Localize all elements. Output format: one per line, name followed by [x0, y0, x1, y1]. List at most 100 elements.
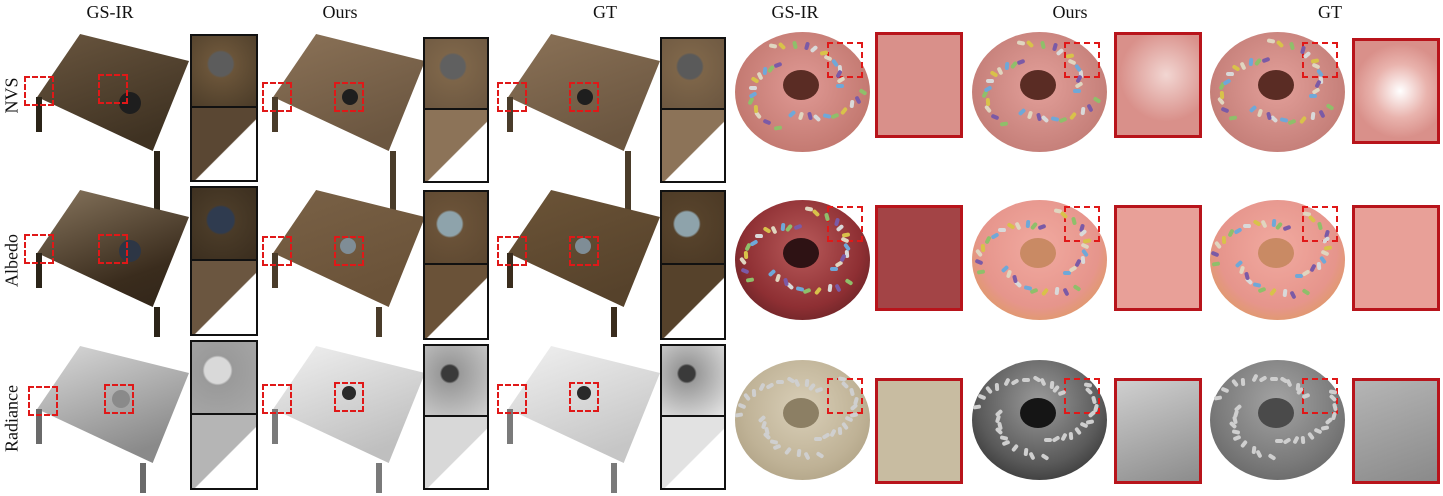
sprinkle	[807, 112, 813, 121]
sprinkle	[1275, 40, 1284, 48]
sprinkle	[1316, 262, 1321, 270]
sprinkle	[840, 106, 848, 115]
sprinkle	[1041, 288, 1049, 297]
sprinkle	[803, 452, 810, 461]
inset-ours-radiance	[423, 344, 489, 490]
sprinkle	[1093, 96, 1102, 104]
sprinkle	[1039, 378, 1046, 387]
sprinkle	[1261, 219, 1268, 228]
sprinkle	[1017, 40, 1026, 45]
sprinkle	[743, 392, 751, 401]
sprinkle	[1006, 270, 1012, 279]
table-render-ours-albedo	[260, 190, 425, 340]
sprinkle	[990, 113, 999, 120]
sprinkle	[1026, 40, 1035, 48]
sprinkle	[973, 404, 982, 409]
col-title-gt-table: GT	[565, 2, 645, 23]
sprinkle	[815, 452, 824, 460]
sprinkle	[1080, 106, 1085, 114]
sprinkle	[835, 283, 842, 292]
inset-gt-albedo	[660, 190, 726, 340]
inset-ours-donut-albedo	[1114, 205, 1202, 311]
sprinkle	[774, 125, 783, 130]
sprinkle	[844, 278, 853, 286]
inset-gsir-albedo	[190, 186, 258, 336]
inset-ours-nvs	[423, 37, 489, 183]
sprinkle	[1244, 271, 1250, 280]
sprinkle	[1051, 116, 1060, 122]
sprinkle	[1017, 59, 1026, 65]
sprinkle	[814, 286, 822, 295]
sprinkle	[771, 225, 778, 234]
col-title-gsir-donut: GS-IR	[745, 2, 845, 23]
donut-render-ours-radiance	[972, 360, 1107, 480]
sprinkle	[981, 244, 986, 252]
sprinkle	[1015, 222, 1022, 231]
sprinkle	[775, 274, 781, 283]
donut-render-gt-albedo	[1210, 200, 1345, 320]
sprinkle	[1267, 453, 1276, 461]
sprinkle	[1025, 220, 1030, 228]
sprinkle	[1030, 222, 1038, 231]
sprinkle	[1309, 94, 1317, 98]
sprinkle	[1286, 379, 1293, 388]
table-render-gsir-nvs	[24, 34, 189, 184]
sprinkle	[1000, 435, 1009, 441]
sprinkle	[1307, 432, 1315, 441]
sprinkle	[1000, 121, 1009, 126]
sprinkle	[849, 412, 858, 417]
sprinkle	[1326, 103, 1335, 111]
sprinkle	[1283, 225, 1292, 231]
table-render-gt-albedo	[495, 190, 660, 340]
table-render-ours-nvs	[260, 34, 425, 184]
inset-gt-nvs	[660, 37, 726, 183]
sprinkle	[1073, 89, 1081, 93]
sprinkle	[752, 389, 757, 397]
sprinkle	[1261, 57, 1270, 63]
table-render-gsir-radiance	[24, 346, 189, 496]
sprinkle	[1073, 284, 1082, 292]
sprinkle	[1324, 245, 1333, 250]
sprinkle	[1292, 435, 1299, 444]
sprinkle	[1052, 435, 1061, 443]
sprinkle	[785, 223, 793, 232]
sprinkle	[855, 96, 862, 105]
sprinkle	[1036, 112, 1042, 121]
sprinkle	[744, 251, 749, 259]
sprinkle	[1240, 61, 1247, 70]
sprinkle	[1038, 224, 1047, 230]
row-label-nvs: NVS	[2, 36, 23, 156]
sprinkle	[1222, 78, 1231, 85]
sprinkle	[990, 233, 999, 240]
sprinkle	[767, 65, 775, 74]
sprinkle	[759, 382, 766, 391]
inset-gsir-radiance	[190, 340, 258, 490]
row-label-albedo: Albedo	[2, 201, 23, 321]
sprinkle	[1211, 251, 1220, 258]
sprinkle	[985, 385, 993, 394]
sprinkle	[1275, 439, 1283, 443]
sprinkle	[754, 105, 759, 113]
sprinkle	[1044, 438, 1052, 442]
sprinkle	[1227, 228, 1234, 237]
sprinkle	[810, 45, 819, 53]
sprinkle	[1232, 435, 1241, 442]
sprinkle	[1240, 440, 1248, 449]
inset-ours-albedo	[423, 190, 489, 340]
col-title-ours-donut: Ours	[1020, 2, 1120, 23]
sprinkle	[1275, 222, 1283, 231]
table-render-gt-radiance	[495, 346, 660, 496]
sprinkle	[1267, 38, 1276, 43]
sprinkle	[1074, 259, 1081, 268]
inset-gt-donut-nvs	[1352, 38, 1440, 144]
inset-ours-donut-nvs	[1114, 32, 1202, 138]
donut-render-gsir-nvs	[735, 32, 870, 152]
sprinkle	[998, 228, 1006, 232]
sprinkle	[796, 286, 805, 292]
sprinkle	[841, 421, 849, 430]
sprinkle	[766, 382, 775, 389]
sprinkle	[1287, 119, 1296, 126]
sprinkle	[1069, 111, 1077, 120]
sprinkle	[783, 278, 789, 287]
sprinkle	[1041, 115, 1050, 123]
